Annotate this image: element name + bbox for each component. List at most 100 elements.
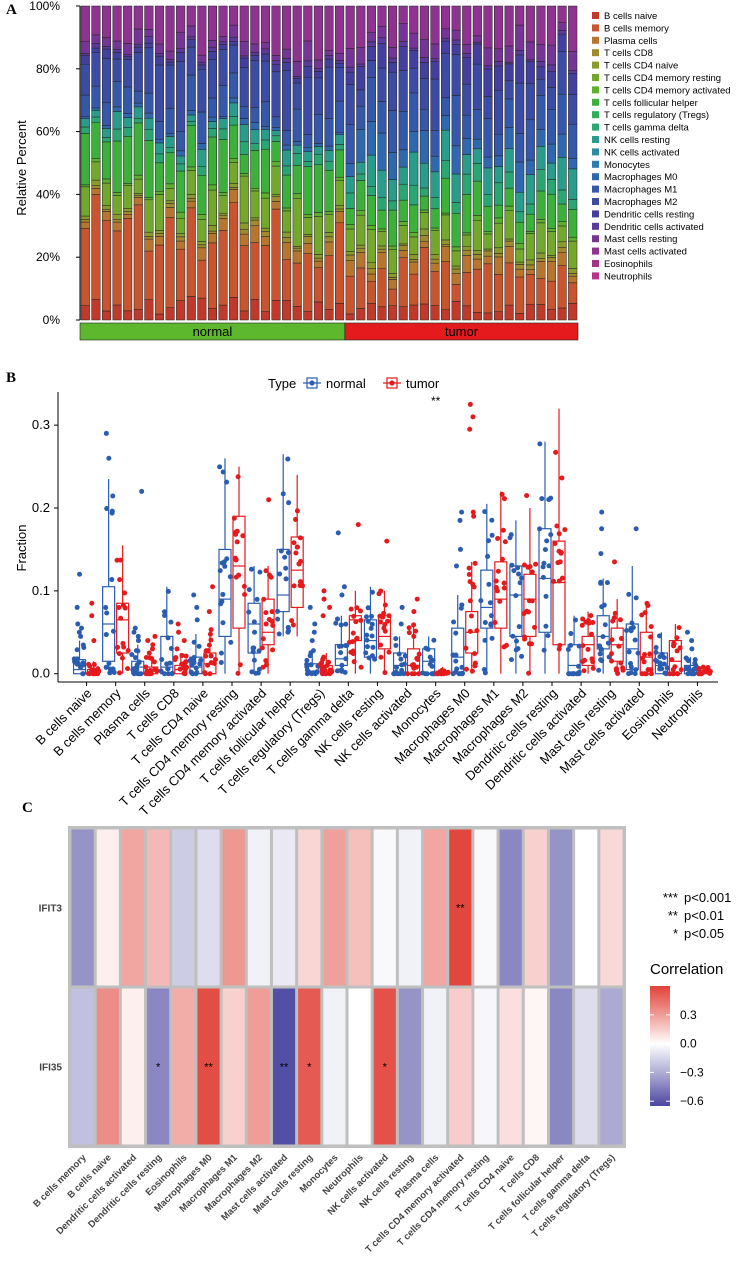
- panel-a-bar-segment: [271, 5, 281, 56]
- panel-a-bar-segment: [207, 5, 217, 41]
- box-tumor-point: [406, 625, 412, 631]
- panel-a-bar-segment: [398, 306, 408, 321]
- panel-a-bar-segment: [207, 233, 217, 244]
- panel-a-legend-label: Mast cells resting: [604, 234, 677, 245]
- panel-a-bar-segment: [335, 100, 345, 133]
- panel-a-bar-segment: [515, 221, 525, 244]
- box-tumor-point: [154, 668, 160, 674]
- box-tumor-point: [122, 590, 128, 596]
- panel-a-bar-segment: [250, 242, 260, 300]
- panel-a-bar-segment: [292, 61, 302, 77]
- panel-a-bar-segment: [154, 190, 165, 195]
- panel-a-bar-segment: [335, 149, 345, 178]
- panel-a-legend-label: T cells gamma delta: [604, 123, 690, 134]
- panel-a-bar-segment: [388, 5, 398, 48]
- box-tumor-point: [562, 527, 568, 533]
- panel-a-bar-segment: [123, 183, 133, 186]
- panel-a-bar-segment: [80, 305, 90, 321]
- panel-a-bar-segment: [282, 231, 292, 238]
- panel-a-bar-segment: [250, 299, 260, 321]
- panel-a-bar-segment: [271, 130, 281, 137]
- box-normal-point: [576, 663, 582, 669]
- box-normal-point: [158, 668, 164, 674]
- panel-a-bar-segment: [366, 121, 376, 156]
- panel-a-bar-segment: [462, 232, 472, 236]
- panel-a-bar-segment: [197, 247, 207, 261]
- box-tumor-point: [463, 645, 469, 651]
- box-normal-point: [568, 631, 574, 637]
- box-tumor-point: [677, 645, 683, 651]
- panel-a-bar-segment: [504, 246, 514, 264]
- panel-a-legend-label: Dendritic cells resting: [604, 209, 694, 220]
- box-normal-outlier: [78, 625, 84, 631]
- panel-a-bar-segment: [165, 5, 175, 52]
- panel-b-y-tick-label: 0.3: [32, 417, 50, 432]
- panel-a-bar-segment: [313, 212, 323, 217]
- box-tumor-outlier: [89, 613, 95, 619]
- panel-a-bar-segment: [568, 236, 578, 242]
- panel-a-bar-segment: [303, 311, 313, 321]
- panel-a-bar-segment: [493, 253, 504, 258]
- box-normal-point: [104, 610, 110, 616]
- box-tumor-point: [526, 670, 532, 676]
- box-tumor-point: [472, 651, 478, 657]
- panel-a-bar-segment: [451, 212, 461, 248]
- panel-a-bar-segment: [112, 213, 122, 220]
- panel-a-bar-segment: [80, 221, 90, 229]
- box-normal-point: [513, 647, 519, 653]
- panel-a-bar-segment: [144, 5, 154, 30]
- panel-a-bar-segment: [303, 146, 313, 152]
- box-normal-outlier: [399, 604, 405, 610]
- heatmap-cell: [424, 829, 447, 986]
- panel-a-bar-segment: [154, 153, 165, 164]
- box-normal-point: [565, 646, 571, 652]
- box-normal-point: [228, 639, 234, 645]
- panel-a-bar-segment: [504, 238, 514, 242]
- panel-a-bar-segment: [186, 110, 196, 116]
- panel-a-bar-segment: [186, 36, 196, 40]
- panel-a-bar-segment: [345, 228, 355, 252]
- box-normal-point: [626, 671, 632, 677]
- panel-a-bar-segment: [356, 63, 366, 67]
- box-normal-outlier: [453, 563, 459, 569]
- panel-a-bar-segment: [451, 5, 461, 31]
- panel-a-legend-swatch: [592, 173, 599, 181]
- panel-a-bar-segment: [101, 220, 112, 312]
- panel-a-bar-segment: [80, 94, 90, 118]
- box-normal-point: [369, 633, 375, 639]
- panel-a-bar-segment: [441, 212, 451, 216]
- panel-a-bar-segment: [101, 37, 112, 47]
- box-tumor-point: [354, 636, 360, 642]
- box-normal-point: [187, 658, 193, 664]
- panel-a-bar-segment: [335, 180, 345, 206]
- heatmap-cell: [499, 829, 522, 986]
- panel-a-bar-segment: [356, 105, 366, 130]
- box-tumor-point: [291, 583, 297, 589]
- box-normal-point: [169, 670, 175, 676]
- panel-a-bar-segment: [409, 50, 419, 69]
- panel-a-bar-segment: [154, 53, 165, 57]
- panel-a-bar-segment: [154, 244, 165, 315]
- box-tumor-point: [382, 602, 388, 608]
- panel-a-bar-segment: [271, 135, 281, 142]
- panel-a-bar-segment: [239, 228, 249, 235]
- panel-a-bar-segment: [303, 161, 313, 167]
- panel-a-bar-segment: [197, 5, 207, 56]
- panel-a-bar-segment: [260, 42, 270, 50]
- panel-a-group-label: tumor: [445, 324, 479, 339]
- heatmap-cell: [449, 988, 472, 1145]
- panel-b-y-tick-label: 0.1: [32, 583, 50, 598]
- panel-a-bar-segment: [123, 5, 133, 44]
- panel-a-bar-segment: [335, 222, 345, 304]
- panel-a-bar-segment: [91, 188, 101, 195]
- panel-a-bar-segment: [377, 248, 387, 253]
- panel-a-bar-segment: [451, 95, 461, 147]
- panel-a-y-axis-label: Relative Percent: [14, 120, 29, 216]
- panel-a-bar-segment: [154, 43, 165, 54]
- panel-a-bar-segment: [515, 264, 525, 270]
- panel-a-bar-segment: [133, 102, 143, 108]
- panel-a-bar-segment: [292, 246, 302, 249]
- panel-a-bar-segment: [218, 44, 228, 50]
- panel-a-bar-segment: [345, 163, 355, 177]
- panel-a-bar-segment: [176, 163, 186, 172]
